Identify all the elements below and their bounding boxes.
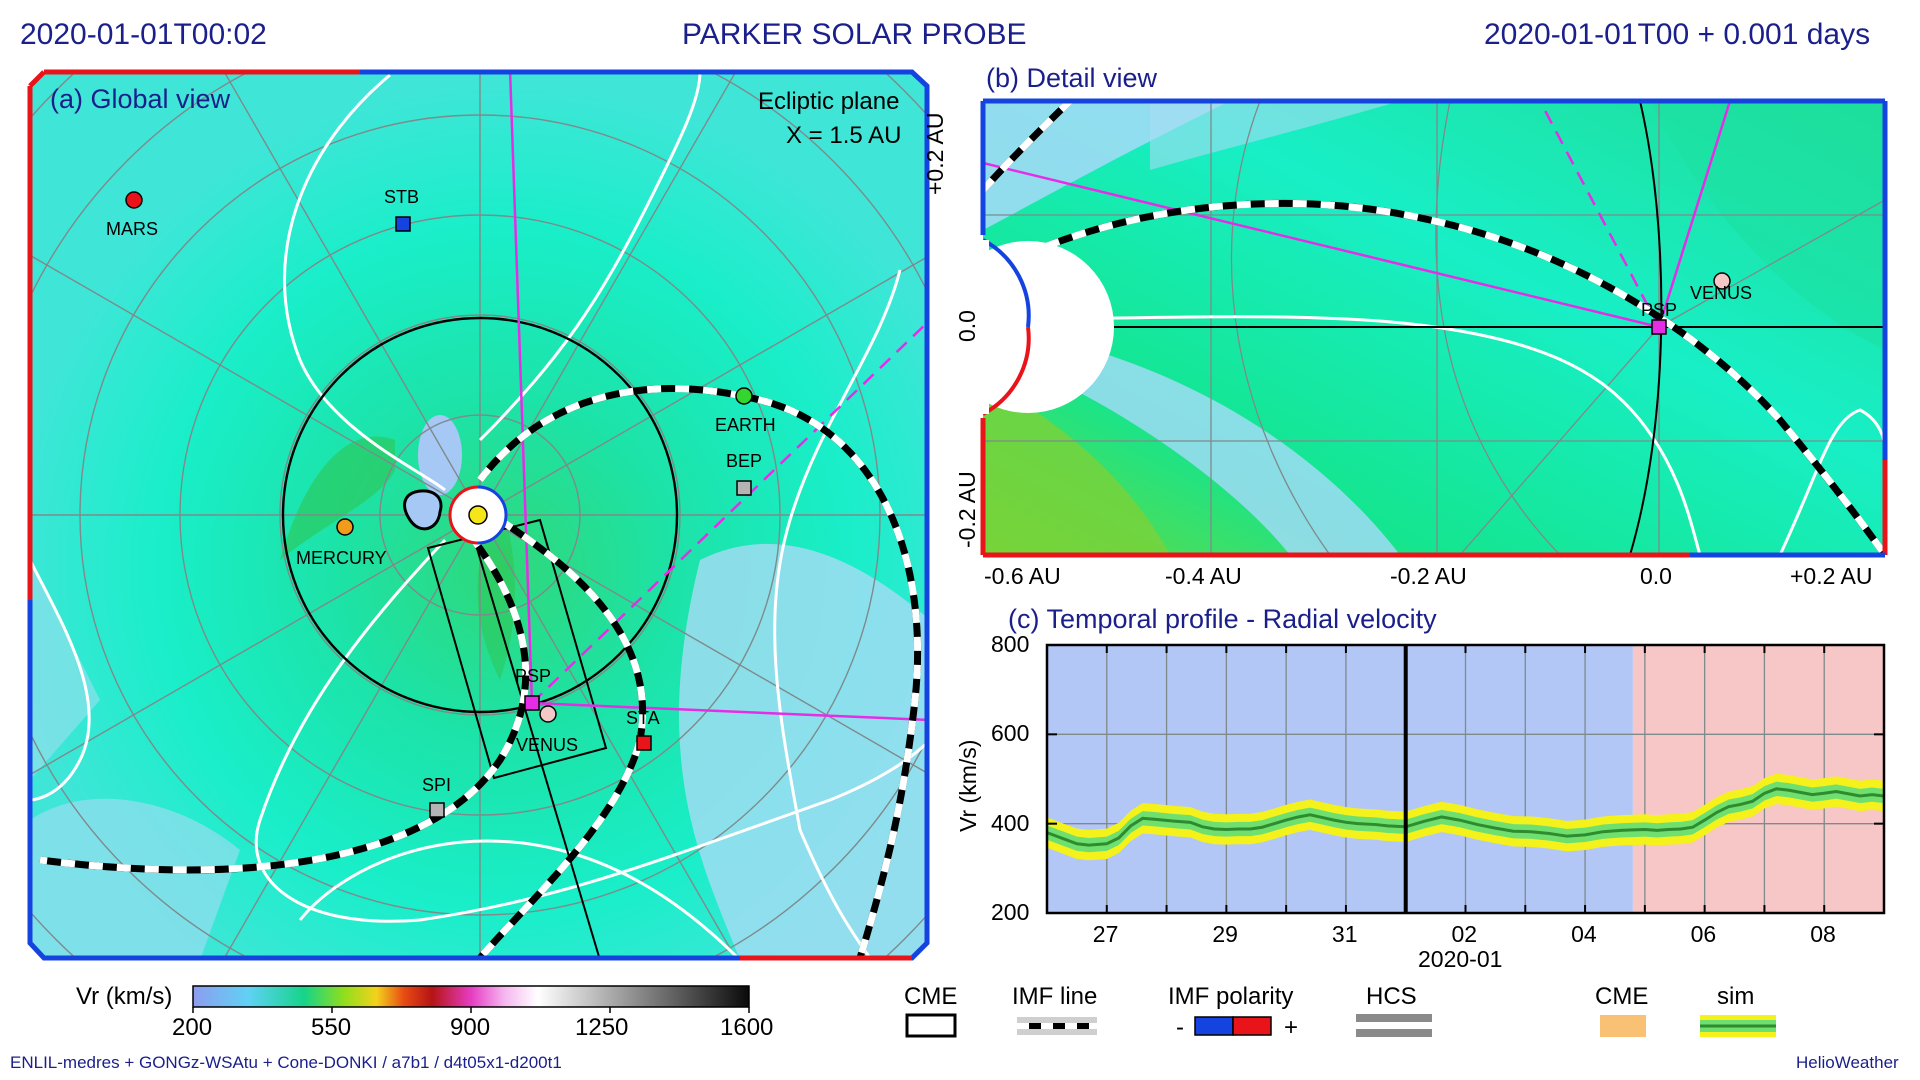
venus-marker: [539, 705, 557, 723]
chart-xtick-label-2: 31: [1331, 921, 1358, 947]
detail-xtick-3: 0.0: [1640, 563, 1672, 589]
colorbar-tick-3: 1250: [575, 1014, 629, 1041]
chart-ytick-label-1: 400: [991, 809, 1030, 836]
legend-plus: +: [1284, 1014, 1299, 1041]
bep-label: BEP: [726, 451, 763, 471]
colorbar-tick-0: 200: [172, 1014, 213, 1041]
footer-model-info: ENLIL-medres + GONGz-WSAtu + Cone-DONKI …: [10, 1053, 562, 1072]
global-view-panel: [27, 69, 930, 961]
venus-label: VENUS: [516, 735, 579, 755]
detail-ytick-1: 0.0: [954, 310, 980, 342]
chart-ytick-label-3: 800: [991, 631, 1030, 657]
footer-brand: HelioWeather: [1796, 1053, 1899, 1072]
sun-icon: [448, 485, 508, 545]
series-0-line: [1046, 787, 1885, 847]
colorbar-tick-4: 1600: [720, 1014, 774, 1041]
chart-xtick-label-3: 02: [1451, 921, 1478, 947]
legend-cme: CME: [904, 983, 958, 1010]
chart-xtick-label-6: 08: [1810, 921, 1836, 947]
stb-marker: [395, 216, 411, 232]
venus-detail-marker: [1713, 272, 1731, 290]
plane-label: Ecliptic plane: [758, 88, 900, 115]
imf-line-swatch: [1017, 1017, 1097, 1035]
detail-ytick-2: -0.2 AU: [954, 471, 980, 548]
chart-xlabel: 2020-01: [1418, 946, 1503, 972]
sim-swatch: [1700, 1015, 1776, 1037]
cme-period-swatch: [1600, 1015, 1646, 1037]
colorbar-tick-1: 550: [311, 1014, 352, 1041]
chart-xtick-label-0: 27: [1092, 921, 1119, 947]
series-0-inner-band: [1047, 781, 1884, 853]
psp-detail-marker: [1651, 319, 1667, 335]
mars-label: MARS: [106, 219, 159, 239]
chart-ytick-label-0: 200: [991, 899, 1030, 925]
sta-marker: [636, 735, 652, 751]
mercury-label: MERCURY: [296, 548, 387, 568]
sta-label: STA: [626, 708, 660, 728]
psp-marker: [524, 695, 540, 711]
global-view-title: (a) Global view: [50, 84, 231, 114]
earth-marker: [735, 387, 753, 405]
earth-label: EARTH: [715, 415, 776, 435]
colorbar: [192, 985, 750, 1013]
chart-title: (c) Temporal profile - Radial velocity: [1008, 604, 1437, 634]
cme-outline-swatch: [905, 1013, 957, 1038]
spi-marker: [429, 802, 445, 818]
mars-marker: [125, 191, 143, 209]
header-elapsed: 2020-01-01T00 + 0.001 days: [1484, 18, 1871, 51]
psp-label: PSP: [515, 666, 552, 686]
hcs-swatch: [1356, 1014, 1432, 1037]
detail-xtick-0: -0.6 AU: [984, 563, 1061, 589]
psp-detail-label: PSP: [1641, 300, 1678, 320]
detail-view-title: (b) Detail view: [986, 63, 1158, 93]
polarity-region-0: [1047, 645, 1633, 913]
temporal-profile-chart: [1045, 643, 1886, 915]
chart-xtick-label-4: 04: [1571, 921, 1597, 947]
legend-hcs: HCS: [1366, 983, 1417, 1010]
chart-ytick-label-2: 600: [991, 720, 1030, 747]
detail-ytick-0: +0.2 AU: [922, 112, 948, 195]
header-title: PARKER SOLAR PROBE: [682, 18, 1027, 51]
venus-detail-label: VENUS: [1690, 283, 1753, 303]
legend-imf-polarity: IMF polarity: [1168, 983, 1294, 1010]
detail-xtick-4: +0.2 AU: [1790, 563, 1873, 589]
chart-xtick-label-5: 06: [1690, 921, 1717, 947]
detail-xtick-1: -0.4 AU: [1165, 563, 1242, 589]
colorbar-tick-2: 900: [450, 1014, 491, 1041]
scale-label: X = 1.5 AU: [786, 122, 902, 149]
legend-graphics: [905, 1013, 1776, 1038]
legend-sim: sim: [1717, 983, 1755, 1010]
bep-marker: [736, 480, 752, 496]
detail-view-panel: [980, 98, 1888, 558]
header-datetime: 2020-01-01T00:02: [20, 18, 267, 51]
colorbar-label: Vr (km/s): [76, 983, 173, 1010]
imf-polarity-swatch: [1194, 1016, 1272, 1036]
spi-label: SPI: [422, 775, 452, 795]
chart-ylabel: Vr (km/s): [955, 739, 981, 832]
stb-label: STB: [384, 187, 420, 207]
legend-imf-line: IMF line: [1012, 983, 1098, 1010]
mercury-marker: [336, 518, 354, 536]
legend-cme-period: CME: [1595, 983, 1649, 1010]
detail-xtick-2: -0.2 AU: [1390, 563, 1467, 589]
legend-minus: -: [1176, 1014, 1184, 1041]
chart-xtick-label-1: 29: [1212, 921, 1238, 947]
